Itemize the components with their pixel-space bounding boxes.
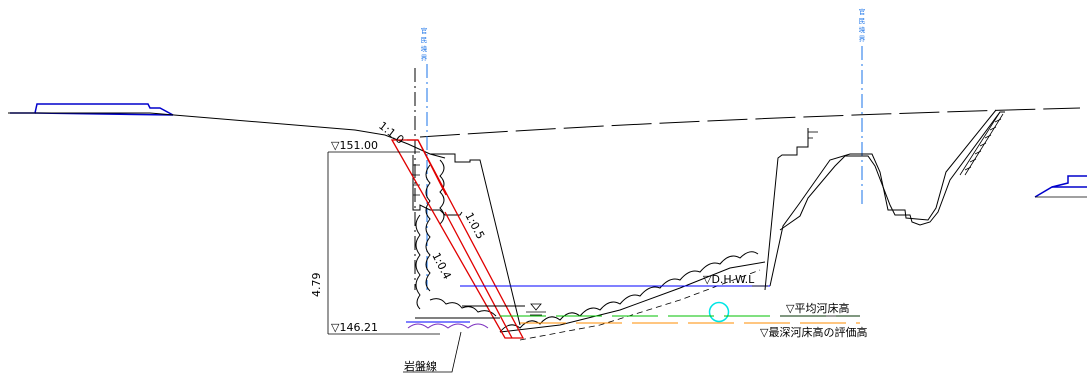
- svg-text:界: 界: [859, 35, 866, 43]
- elevation-annotations: ▽151.00 ▽146.21 4.79: [310, 139, 440, 335]
- right-road: [1034, 175, 1087, 198]
- svg-text:境: 境: [421, 44, 428, 53]
- deepest-riverbed-line: ▽最深河床高の評価高: [520, 322, 867, 339]
- ground-line-left: [8, 112, 446, 159]
- slope-label-1-1: 1:1.0: [376, 119, 406, 147]
- svg-text:▽151.00: ▽151.00: [331, 139, 378, 152]
- left-bank-masonry: [415, 159, 497, 317]
- svg-text:境: 境: [859, 25, 866, 34]
- svg-text:民: 民: [421, 36, 428, 44]
- svg-text:4.79: 4.79: [310, 273, 323, 298]
- planned-ground-dashed: [419, 107, 1081, 138]
- water-surface-symbol: [462, 303, 546, 316]
- bedrock-line: [406, 317, 500, 329]
- river-bed: [499, 251, 766, 341]
- average-riverbed-line: ▽平均河床高: [500, 301, 860, 317]
- boundary-marker-left: 官 民 境 界: [421, 26, 428, 290]
- svg-text:▽最深河床高の評価高: ▽最深河床高の評価高: [760, 325, 867, 339]
- svg-text:▽146.21: ▽146.21: [331, 321, 378, 334]
- svg-text:▽D.H.W.L: ▽D.H.W.L: [703, 273, 755, 286]
- svg-text:界: 界: [421, 54, 428, 62]
- marker-circle: [708, 301, 730, 323]
- svg-text:民: 民: [859, 17, 866, 25]
- svg-text:岩盤線: 岩盤線: [404, 359, 437, 373]
- bedrock-label: 岩盤線: [403, 331, 462, 373]
- left-bank-wall: [412, 153, 521, 326]
- right-bank-structures: [764, 109, 1005, 291]
- svg-text:官: 官: [421, 26, 428, 35]
- svg-text:官: 官: [859, 7, 866, 16]
- slope-label-0-4: 1:0.4: [429, 250, 453, 281]
- boundary-marker-right: 官 民 境 界: [859, 7, 866, 205]
- svg-text:▽平均河床高: ▽平均河床高: [786, 301, 849, 315]
- proposed-red-wall: [390, 139, 525, 339]
- slope-label-0-5: 1:0.5: [462, 210, 487, 241]
- design-high-water-level: ▽D.H.W.L: [460, 273, 770, 287]
